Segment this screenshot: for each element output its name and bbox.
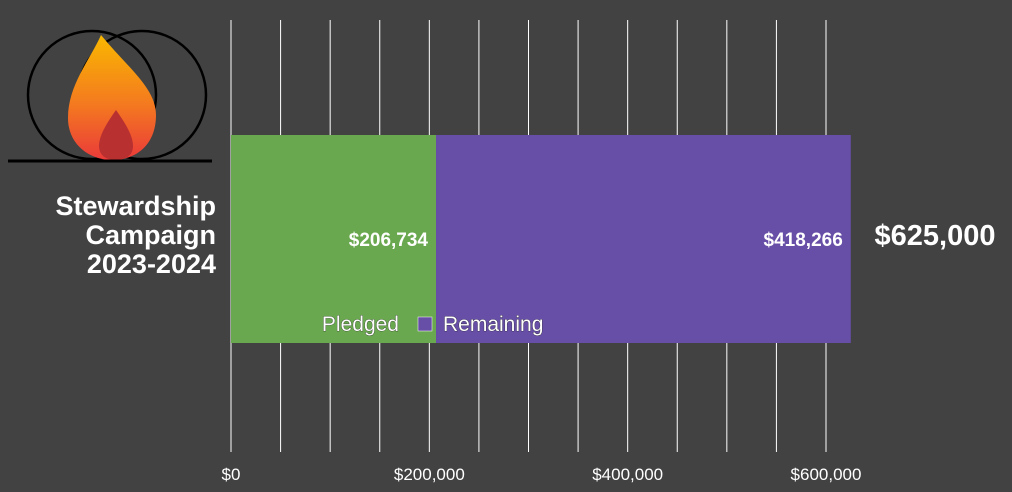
campaign-title: Stewardship Campaign 2023-2024 — [0, 192, 216, 279]
flame-logo-icon — [8, 29, 212, 163]
x-tick-label: $0 — [222, 465, 241, 484]
data-label: $206,734 — [349, 230, 429, 251]
legend-label: Remaining — [443, 313, 543, 336]
campaign-title-line: Campaign — [85, 220, 216, 250]
x-tick-label: $600,000 — [791, 465, 862, 484]
legend-label: Pledged — [322, 313, 399, 336]
x-tick-label: $400,000 — [592, 465, 663, 484]
bar-segment-remaining — [436, 135, 851, 343]
bar-segment-pledged — [231, 135, 437, 343]
campaign-title-line: 2023-2024 — [86, 249, 216, 279]
legend-swatch — [417, 316, 433, 332]
campaign-title-line: Stewardship — [55, 191, 216, 221]
x-tick-label: $200,000 — [394, 465, 465, 484]
goal-total-label: $625,000 — [874, 220, 996, 252]
data-label: $418,266 — [764, 230, 843, 251]
